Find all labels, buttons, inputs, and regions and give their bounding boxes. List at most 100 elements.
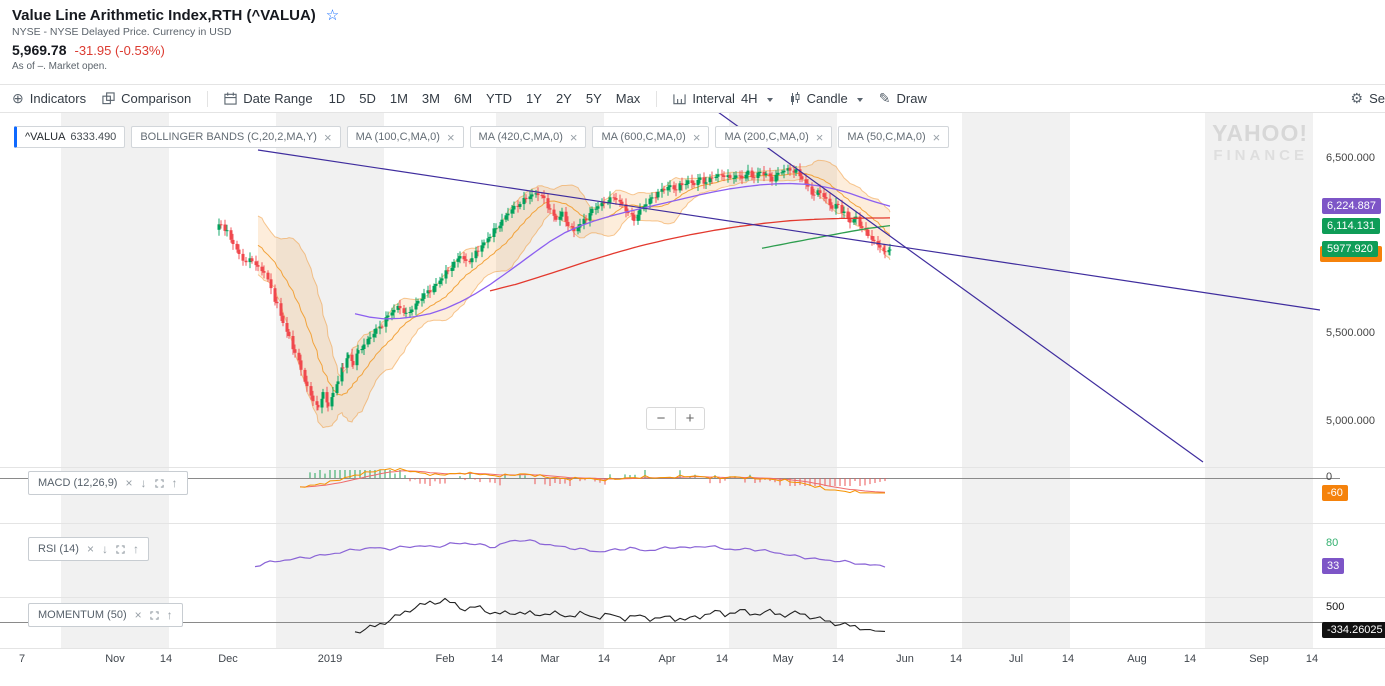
interval-value: 4H xyxy=(740,91,758,106)
rsi-indicator-chip: RSI (14) × ↓ ↑ xyxy=(28,537,149,561)
indicators-button[interactable]: ⊕ Indicators xyxy=(12,90,86,107)
momentum-high-level-label: 500 xyxy=(1326,601,1345,613)
page-title: Value Line Arithmetic Index,RTH (^VALUA) xyxy=(12,6,316,24)
chip-close-button[interactable]: × xyxy=(815,129,824,145)
indicator-chip-label: MA (600,C,MA,0) xyxy=(601,131,686,143)
overlay-chips-row: ^VALUA 6333.490 BOLLINGER BANDS (C,20,2,… xyxy=(14,126,950,148)
time-axis-label: 7 xyxy=(18,653,26,665)
price-badge: 6,224.887 xyxy=(1322,198,1381,215)
time-axis-label: Feb xyxy=(435,653,455,665)
macd-expand-button[interactable] xyxy=(154,478,164,488)
indicator-chip-label: BOLLINGER BANDS (C,20,2,MA,Y) xyxy=(140,131,317,143)
rsi-label: RSI (14) xyxy=(38,543,79,555)
comparison-button[interactable]: Comparison xyxy=(102,91,191,106)
exchange-note: NYSE - NYSE Delayed Price. Currency in U… xyxy=(12,26,232,38)
indicator-chip-label: MA (420,C,MA,0) xyxy=(478,131,563,143)
interval-label: Interval xyxy=(692,91,735,106)
time-axis-label: Jun xyxy=(896,653,914,665)
rsi-expand-button[interactable] xyxy=(116,544,125,554)
zoom-in-button[interactable]: + xyxy=(675,407,705,430)
time-axis-label: Mar xyxy=(540,653,560,665)
chip-close-button[interactable]: × xyxy=(692,129,701,145)
range-button-5y[interactable]: 5Y xyxy=(585,91,602,106)
range-button-2y[interactable]: 2Y xyxy=(555,91,572,106)
rsi-panel-chart[interactable] xyxy=(0,524,1320,596)
range-buttons: 1D 5D 1M 3M 6M YTD 1Y 2Y 5Y Max xyxy=(329,91,641,106)
current-price: 5,969.78 xyxy=(12,42,67,58)
panel-separator xyxy=(0,523,1385,524)
chart-type-dropdown[interactable]: Candle xyxy=(789,91,863,106)
time-axis-label: 14 xyxy=(1183,653,1197,665)
macd-zero-line xyxy=(0,478,1340,479)
macd-move-down-button[interactable]: ↓ xyxy=(140,476,147,490)
range-button-5d[interactable]: 5D xyxy=(359,91,376,106)
interval-icon xyxy=(673,93,686,105)
chip-close-button[interactable]: × xyxy=(569,129,578,145)
momentum-expand-button[interactable] xyxy=(149,610,159,620)
macd-panel-chart[interactable] xyxy=(0,468,1320,522)
watermark-line1: YAHOO! xyxy=(1212,120,1308,146)
rsi-move-up-button[interactable]: ↑ xyxy=(132,542,139,556)
momentum-indicator-chip: MOMENTUM (50) × ↑ xyxy=(28,603,183,627)
main-price-chart[interactable] xyxy=(0,112,1320,466)
symbol-chip[interactable]: ^VALUA 6333.490 xyxy=(14,126,126,148)
indicator-chip-label: MA (50,C,MA,0) xyxy=(847,131,926,143)
indicator-chip-bollinger[interactable]: BOLLINGER BANDS (C,20,2,MA,Y) × xyxy=(131,126,341,148)
macd-move-up-button[interactable]: ↑ xyxy=(171,476,178,490)
star-icon[interactable]: ☆ xyxy=(325,7,340,24)
zoom-control: − + xyxy=(646,407,705,430)
comparison-icon xyxy=(102,92,115,105)
interval-dropdown[interactable]: Interval 4H xyxy=(673,91,773,106)
range-button-ytd[interactable]: YTD xyxy=(486,91,513,106)
panel-separator xyxy=(0,467,1385,468)
momentum-close-button[interactable]: × xyxy=(134,608,142,622)
chip-close-button[interactable]: × xyxy=(446,129,455,145)
time-axis-label: 14 xyxy=(490,653,504,665)
range-button-6m[interactable]: 6M xyxy=(453,91,473,106)
chip-close-button[interactable]: × xyxy=(323,129,332,145)
time-axis-label: 14 xyxy=(159,653,173,665)
panel-separator xyxy=(0,597,1385,598)
panel-separator xyxy=(0,112,1385,113)
range-button-1m[interactable]: 1M xyxy=(389,91,408,106)
range-button-1y[interactable]: 1Y xyxy=(526,91,542,106)
macd-value-badge: -60 xyxy=(1322,485,1348,501)
indicator-chip-ma200[interactable]: MA (200,C,MA,0) × xyxy=(715,126,833,148)
range-button-max[interactable]: Max xyxy=(615,91,641,106)
momentum-panel-chart[interactable] xyxy=(0,598,1320,648)
chart-toolbar: ⊕ Indicators Comparison Date Range 1D 5D… xyxy=(0,85,1385,112)
price-change: -31.95 (-0.53%) xyxy=(74,43,165,58)
indicator-chip-label: MA (100,C,MA,0) xyxy=(355,131,440,143)
month-stripe xyxy=(962,112,1070,648)
time-axis-label: 2019 xyxy=(317,653,343,665)
price-axis-label: 5,000.000 xyxy=(1326,415,1375,427)
toolbar-divider xyxy=(656,90,658,107)
date-range-button[interactable]: Date Range xyxy=(224,91,313,106)
rsi-value-badge: 33 xyxy=(1322,558,1345,574)
momentum-zero-line xyxy=(0,622,1340,623)
rsi-close-button[interactable]: × xyxy=(86,542,94,556)
time-axis-label: 14 xyxy=(1305,653,1319,665)
indicator-chip-ma100[interactable]: MA (100,C,MA,0) × xyxy=(346,126,464,148)
settings-button[interactable]: ⚙ Se xyxy=(1351,90,1385,107)
macd-close-button[interactable]: × xyxy=(125,476,133,490)
time-axis-label: May xyxy=(772,653,794,665)
time-axis-label: Apr xyxy=(658,653,676,665)
range-button-1d[interactable]: 1D xyxy=(328,91,346,106)
zoom-out-button[interactable]: − xyxy=(646,407,676,430)
rsi-move-down-button[interactable]: ↓ xyxy=(101,542,108,556)
indicator-chip-ma50[interactable]: MA (50,C,MA,0) × xyxy=(838,126,950,148)
momentum-move-up-button[interactable]: ↑ xyxy=(166,608,173,622)
draw-button[interactable]: ✎ Draw xyxy=(879,90,927,107)
price-axis-label: 5,500.000 xyxy=(1326,327,1375,340)
chip-close-button[interactable]: × xyxy=(932,129,941,145)
macd-label: MACD (12,26,9) xyxy=(38,477,118,489)
indicator-chip-ma600[interactable]: MA (600,C,MA,0) × xyxy=(592,126,710,148)
momentum-label: MOMENTUM (50) xyxy=(38,609,127,621)
indicator-chip-ma420[interactable]: MA (420,C,MA,0) × xyxy=(469,126,587,148)
price-axis-label: 6,500.000 xyxy=(1326,151,1375,164)
range-button-3m[interactable]: 3M xyxy=(421,91,440,106)
settings-label: Se xyxy=(1369,91,1385,106)
macd-indicator-chip: MACD (12,26,9) × ↓ ↑ xyxy=(28,471,188,495)
